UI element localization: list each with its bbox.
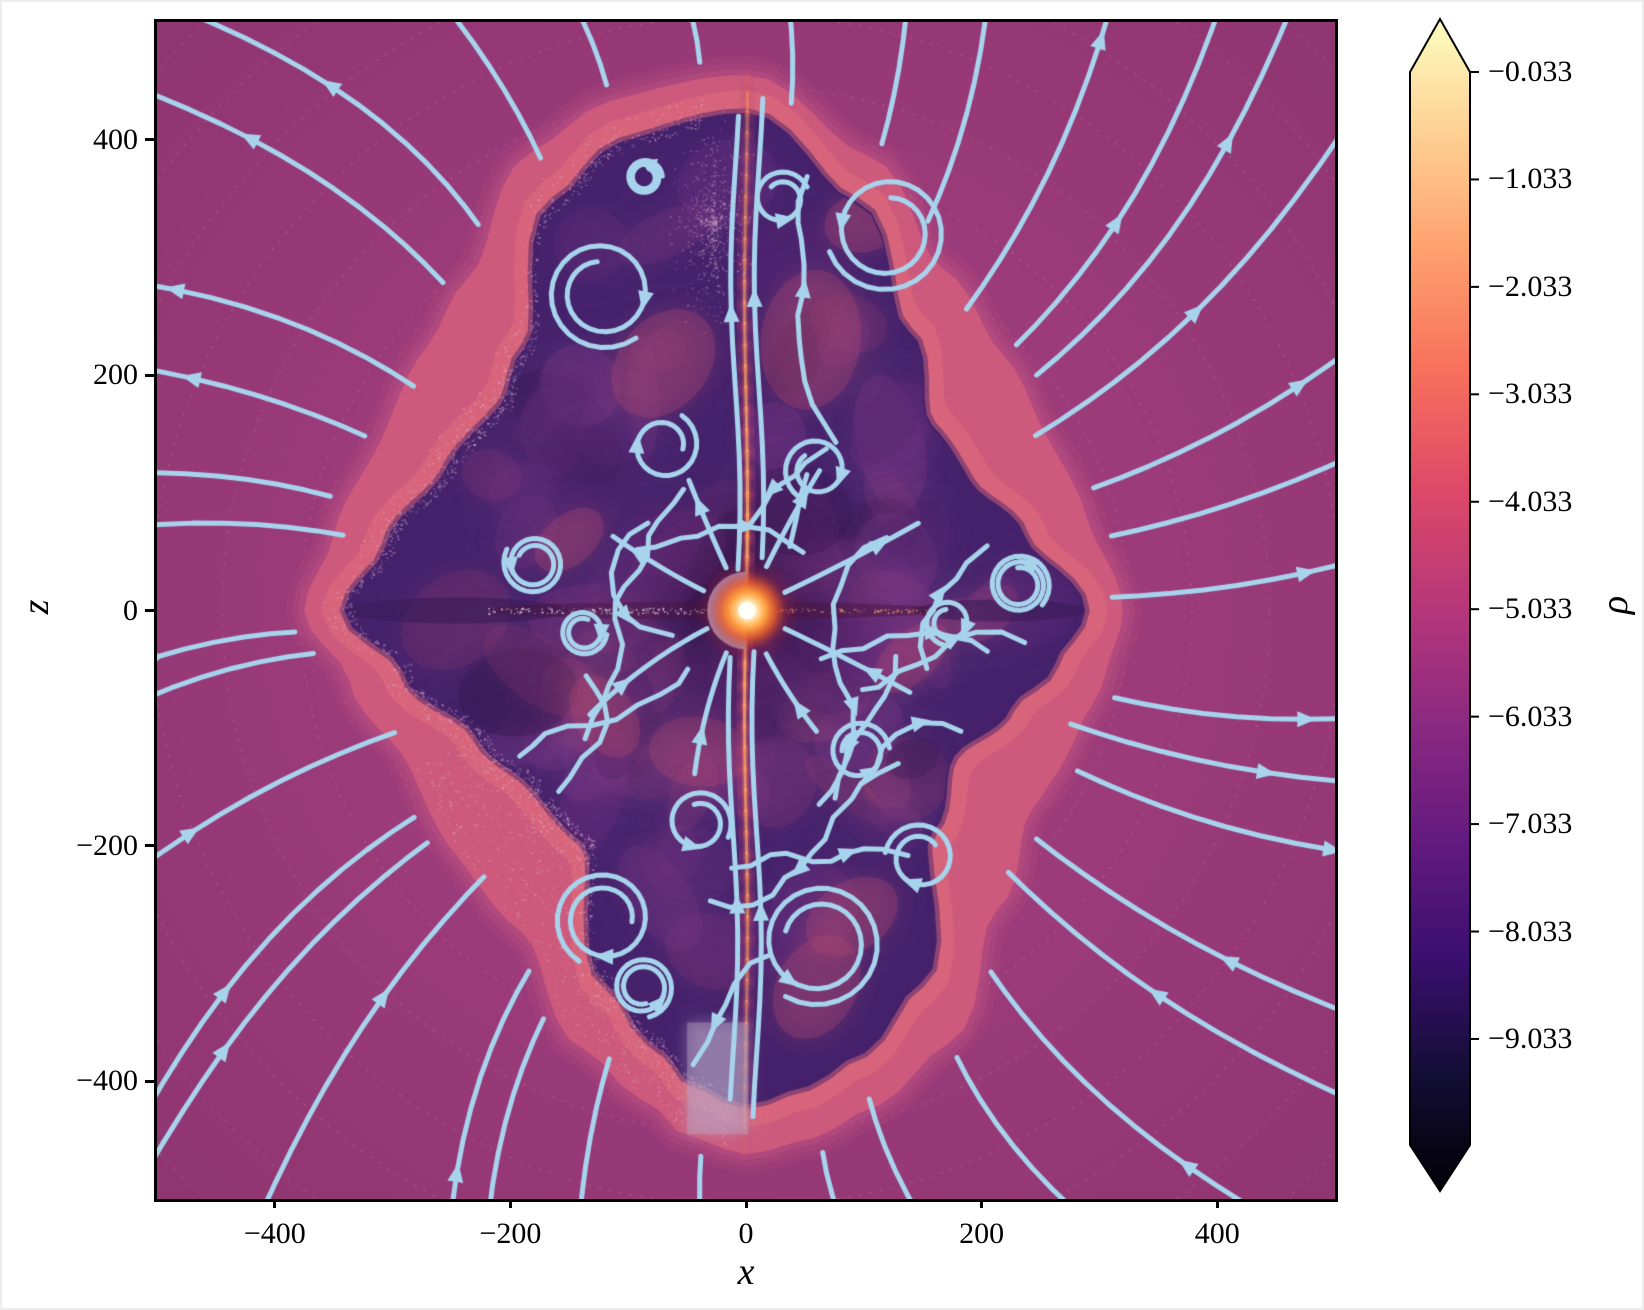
x-tick-mark: [508, 1199, 512, 1208]
x-tick-mark: [1215, 1199, 1219, 1208]
x-tick-mark: [744, 1199, 748, 1208]
colorbar-tick-label: −0.033: [1488, 55, 1573, 88]
colorbar-tick-label: −3.033: [1488, 377, 1573, 411]
y-tick-mark: [145, 138, 154, 142]
x-axis-tick-label: −400: [243, 1217, 306, 1250]
y-tick-mark: [145, 373, 154, 377]
x-axis-label: x: [737, 1251, 755, 1293]
x-tick-mark: [980, 1199, 984, 1208]
colorbar-tick-label: −8.033: [1488, 914, 1573, 948]
colorbar-label: ρ: [1594, 595, 1636, 615]
x-axis-tick-label: 400: [1194, 1217, 1240, 1250]
colorbar-tick-label: −7.033: [1488, 807, 1573, 841]
plot-frame: [154, 19, 1338, 1202]
colorbar-tick-label: −2.033: [1488, 269, 1573, 303]
colorbar: [1409, 16, 1479, 1193]
colorbar-tick-label: −4.033: [1488, 484, 1573, 518]
y-axis-tick-label: −400: [76, 1064, 138, 1098]
y-axis-tick-label: 200: [93, 358, 138, 392]
colorbar-tick-label: −9.033: [1488, 1021, 1573, 1055]
x-axis-tick-label: 0: [738, 1217, 754, 1250]
y-axis-tick-label: 0: [123, 593, 138, 627]
y-tick-mark: [145, 1079, 154, 1083]
density-map-canvas: [157, 22, 1335, 1199]
x-tick-mark: [273, 1199, 277, 1208]
z-axis-label: z: [15, 599, 57, 615]
colorbar-gradient-bar: [1409, 16, 1471, 1193]
colorbar-tick-label: −1.033: [1488, 162, 1573, 196]
colorbar-tick-label: −5.033: [1488, 592, 1573, 626]
y-axis-tick-label: 400: [93, 122, 138, 156]
colorbar-tick-label: −6.033: [1488, 699, 1573, 733]
y-axis-tick-label: −200: [76, 828, 138, 862]
x-axis-tick-label: 200: [959, 1217, 1005, 1250]
x-axis-tick-label: −200: [479, 1217, 542, 1250]
y-tick-mark: [145, 609, 154, 612]
y-tick-mark: [145, 844, 154, 848]
